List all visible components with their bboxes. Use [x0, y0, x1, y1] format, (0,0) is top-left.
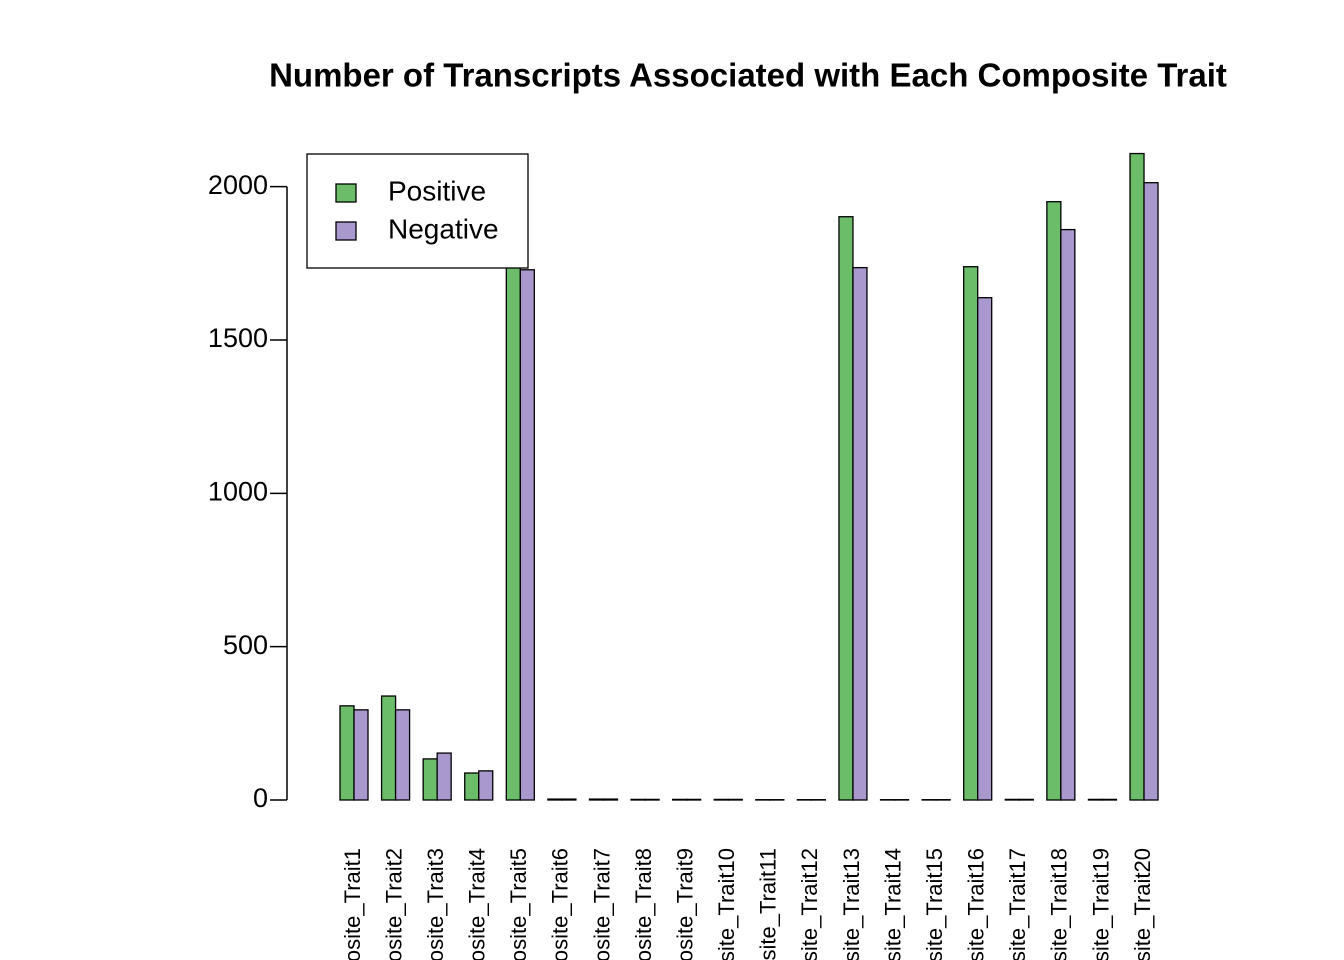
x-tick-label: Composite_Trait10 — [714, 848, 739, 960]
y-tick-label: 0 — [253, 783, 268, 813]
x-tick-label: Composite_Trait6 — [548, 848, 573, 960]
legend-label: Positive — [388, 175, 486, 206]
y-tick-label: 1000 — [208, 476, 268, 506]
x-tick-label: Composite_Trait11 — [756, 848, 781, 960]
bar — [685, 798, 702, 801]
x-tick-label: Composite_Trait3 — [423, 848, 448, 960]
legend-box — [306, 153, 529, 269]
bar — [422, 758, 438, 801]
x-tick-label: Composite_Trait5 — [506, 848, 531, 960]
bar — [1018, 798, 1034, 801]
x-tick-label: Composite_Trait9 — [672, 848, 697, 960]
bar — [478, 770, 494, 801]
x-tick-label: Composite_Trait1 — [340, 848, 365, 960]
bar — [1129, 152, 1145, 801]
x-tick-label: Composite_Trait20 — [1130, 848, 1155, 960]
bar — [1060, 228, 1076, 801]
y-tick-label: 2000 — [208, 170, 268, 200]
bar — [547, 798, 563, 801]
x-tick-label: Composite_Trait17 — [1005, 848, 1030, 960]
bar — [1143, 182, 1159, 801]
x-tick-label: Composite_Trait12 — [797, 848, 822, 960]
bar — [339, 705, 355, 801]
y-tick-label: 500 — [223, 630, 268, 660]
bar — [977, 297, 993, 801]
bar — [602, 798, 619, 801]
x-tick-label: Composite_Trait13 — [839, 848, 864, 960]
bar — [519, 269, 535, 801]
x-tick-label: Composite_Trait19 — [1088, 848, 1113, 960]
bar — [588, 798, 605, 801]
x-tick-label: Composite_Trait2 — [381, 848, 406, 960]
bar — [561, 798, 577, 801]
legend-label: Negative — [388, 213, 499, 244]
bar — [464, 772, 480, 801]
x-tick-label: Composite_Trait15 — [922, 848, 947, 960]
bar — [713, 798, 729, 801]
bar — [963, 266, 979, 801]
x-tick-label: Composite_Trait4 — [465, 848, 490, 960]
bar — [505, 253, 521, 801]
bar — [436, 752, 452, 801]
x-tick-label: Composite_Trait7 — [589, 848, 614, 960]
bar — [630, 798, 646, 801]
x-tick-label: Composite_Trait14 — [880, 848, 905, 960]
bar — [380, 695, 397, 801]
bar — [727, 798, 743, 801]
bar — [1101, 798, 1118, 801]
bar — [852, 266, 868, 801]
bar — [644, 798, 660, 801]
x-tick-label: Composite_Trait16 — [964, 848, 989, 960]
legend-swatch — [335, 221, 357, 241]
bar — [394, 709, 411, 801]
y-tick-label: 1500 — [208, 323, 268, 353]
bar — [671, 798, 688, 801]
bar — [1046, 201, 1062, 801]
bar — [353, 709, 369, 801]
legend-swatch — [335, 183, 357, 203]
x-tick-label: Composite_Trait8 — [631, 848, 656, 960]
chart-title: Number of Transcripts Associated with Ea… — [269, 57, 1227, 94]
bar — [1087, 798, 1104, 801]
bar — [1004, 798, 1020, 801]
bar — [838, 216, 854, 801]
x-tick-label: Composite_Trait18 — [1047, 848, 1072, 960]
